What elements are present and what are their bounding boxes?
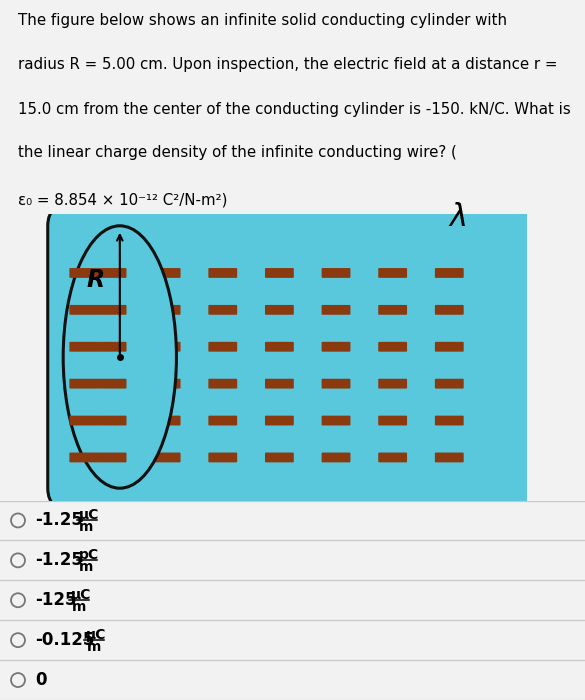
Text: μC: μC: [71, 588, 91, 602]
FancyBboxPatch shape: [265, 342, 294, 351]
Text: R: R: [87, 268, 105, 293]
FancyBboxPatch shape: [378, 379, 407, 389]
FancyBboxPatch shape: [435, 305, 464, 315]
Text: -125: -125: [35, 592, 77, 609]
Text: m: m: [72, 600, 86, 614]
FancyBboxPatch shape: [70, 452, 98, 463]
FancyBboxPatch shape: [435, 416, 464, 426]
Text: 0: 0: [35, 671, 46, 689]
FancyBboxPatch shape: [208, 342, 237, 351]
FancyBboxPatch shape: [322, 416, 350, 426]
FancyBboxPatch shape: [98, 452, 126, 463]
FancyBboxPatch shape: [208, 305, 237, 315]
FancyBboxPatch shape: [322, 268, 350, 278]
FancyBboxPatch shape: [70, 268, 98, 278]
FancyBboxPatch shape: [378, 268, 407, 278]
Text: -1.25: -1.25: [35, 512, 83, 529]
FancyBboxPatch shape: [322, 452, 350, 463]
FancyBboxPatch shape: [265, 379, 294, 389]
FancyBboxPatch shape: [435, 379, 464, 389]
FancyBboxPatch shape: [98, 379, 126, 389]
Text: μC: μC: [78, 508, 99, 522]
Text: radius R = 5.00 cm. Upon inspection, the electric field at a distance r =: radius R = 5.00 cm. Upon inspection, the…: [18, 57, 557, 71]
Text: λ: λ: [449, 203, 467, 232]
FancyBboxPatch shape: [152, 342, 181, 351]
FancyBboxPatch shape: [98, 268, 126, 278]
FancyBboxPatch shape: [435, 452, 464, 463]
FancyBboxPatch shape: [265, 268, 294, 278]
FancyBboxPatch shape: [435, 268, 464, 278]
FancyBboxPatch shape: [152, 452, 181, 463]
FancyBboxPatch shape: [322, 305, 350, 315]
Text: 15.0 cm from the center of the conducting cylinder is -150. kN/C. What is: 15.0 cm from the center of the conductin…: [18, 102, 570, 117]
FancyBboxPatch shape: [208, 379, 237, 389]
FancyBboxPatch shape: [265, 416, 294, 426]
FancyBboxPatch shape: [98, 416, 126, 426]
FancyBboxPatch shape: [265, 305, 294, 315]
Ellipse shape: [63, 226, 177, 488]
FancyBboxPatch shape: [70, 416, 98, 426]
Text: pC: pC: [78, 548, 99, 562]
FancyBboxPatch shape: [378, 452, 407, 463]
FancyBboxPatch shape: [48, 201, 532, 513]
FancyBboxPatch shape: [152, 268, 181, 278]
FancyBboxPatch shape: [208, 416, 237, 426]
Text: m: m: [87, 640, 101, 654]
FancyBboxPatch shape: [70, 342, 98, 351]
Text: m: m: [80, 520, 94, 534]
FancyBboxPatch shape: [70, 305, 98, 315]
FancyBboxPatch shape: [322, 342, 350, 351]
FancyBboxPatch shape: [152, 305, 181, 315]
Text: The figure below shows an infinite solid conducting cylinder with: The figure below shows an infinite solid…: [18, 13, 507, 28]
FancyBboxPatch shape: [208, 452, 237, 463]
FancyBboxPatch shape: [322, 379, 350, 389]
FancyBboxPatch shape: [378, 416, 407, 426]
FancyBboxPatch shape: [98, 342, 126, 351]
FancyBboxPatch shape: [152, 416, 181, 426]
FancyBboxPatch shape: [378, 305, 407, 315]
Text: -1.25: -1.25: [35, 552, 83, 569]
FancyBboxPatch shape: [152, 379, 181, 389]
FancyBboxPatch shape: [378, 342, 407, 351]
Text: -0.125: -0.125: [35, 631, 94, 649]
FancyBboxPatch shape: [435, 342, 464, 351]
FancyBboxPatch shape: [208, 268, 237, 278]
Text: m: m: [80, 560, 94, 574]
FancyBboxPatch shape: [98, 305, 126, 315]
Text: μC: μC: [86, 628, 106, 642]
FancyBboxPatch shape: [265, 452, 294, 463]
Text: the linear charge density of the infinite conducting wire? (: the linear charge density of the infinit…: [18, 146, 456, 160]
Text: ε₀ = 8.854 × 10⁻¹² C²/N-m²): ε₀ = 8.854 × 10⁻¹² C²/N-m²): [18, 193, 227, 208]
FancyBboxPatch shape: [70, 379, 98, 389]
